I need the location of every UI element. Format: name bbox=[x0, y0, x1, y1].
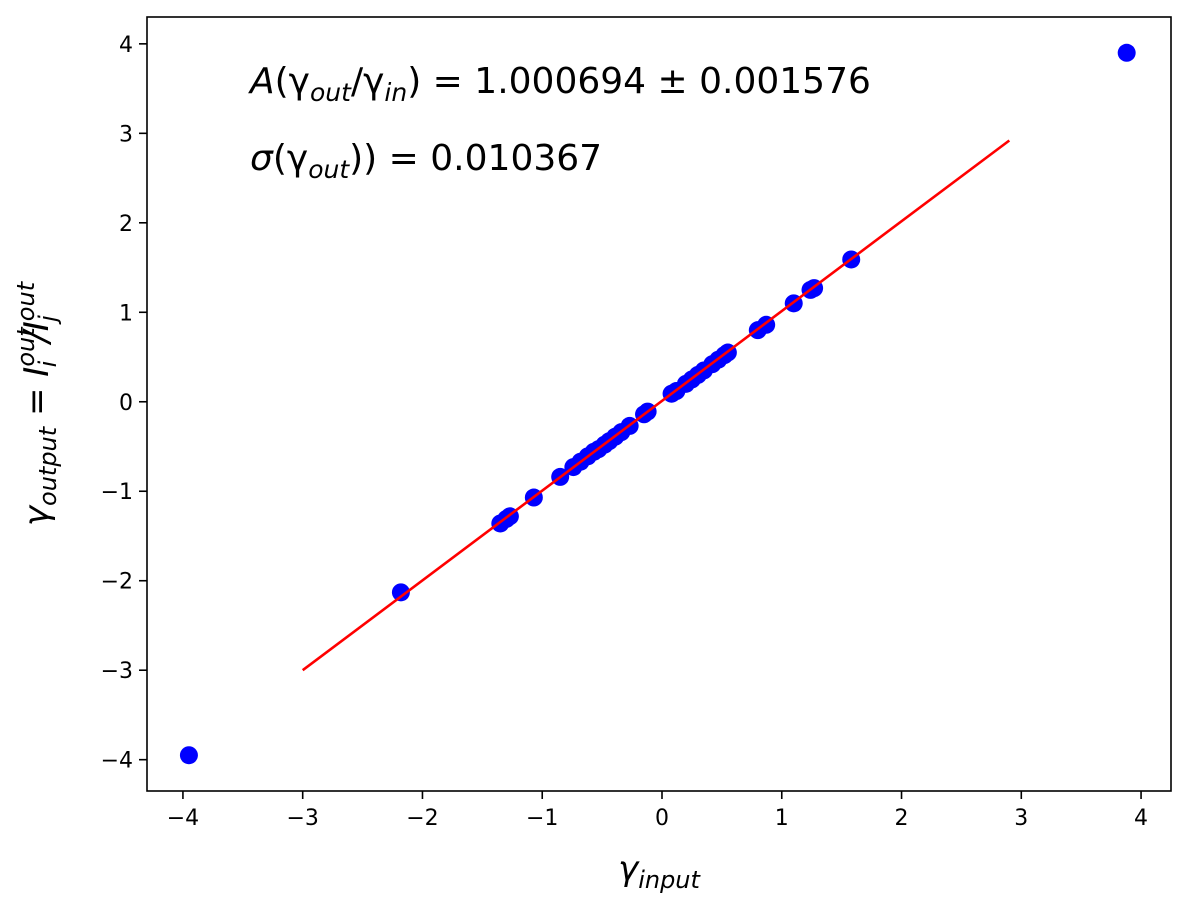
y-tick-label: 0 bbox=[119, 391, 133, 416]
y-tick-label: −1 bbox=[101, 480, 133, 505]
x-tick-label: 4 bbox=[1134, 806, 1148, 831]
y-tick-label: 3 bbox=[119, 122, 133, 147]
y-tick-label: −3 bbox=[101, 659, 133, 684]
fit-ratio-annotation: A(γout/γin) = 1.000694 ± 0.001576 bbox=[248, 61, 871, 107]
axis-ticks: −4 −3 −2 −1 0 1 2 3 4 −4 −3 −2 −1 0 1 2 3 4 bbox=[101, 33, 1148, 831]
x-tick-label: 2 bbox=[895, 806, 909, 831]
x-tick-label: −2 bbox=[406, 806, 438, 831]
fit-line bbox=[301, 139, 1011, 672]
data-point bbox=[179, 746, 198, 765]
y-tick-label: 1 bbox=[119, 301, 133, 326]
data-point bbox=[1117, 43, 1136, 62]
x-tick-label: 0 bbox=[655, 806, 669, 831]
x-tick-label: 1 bbox=[775, 806, 789, 831]
y-tick-label: 2 bbox=[119, 212, 133, 237]
plot-frame bbox=[146, 16, 1172, 792]
y-axis-label: γoutput = Iouti/Ioutj bbox=[12, 280, 62, 526]
x-tick-label: −1 bbox=[526, 806, 558, 831]
x-tick-label: −3 bbox=[286, 806, 318, 831]
y-tick-label: −4 bbox=[101, 749, 133, 774]
x-tick-label: −4 bbox=[167, 806, 199, 831]
data-marks bbox=[179, 43, 1136, 765]
y-tick-label: −2 bbox=[101, 570, 133, 595]
data-point bbox=[391, 583, 410, 602]
sigma-annotation: σ(γout)) = 0.010367 bbox=[250, 138, 602, 184]
y-tick-label: 4 bbox=[119, 33, 133, 58]
x-tick-label: 3 bbox=[1014, 806, 1028, 831]
x-axis-label: γinput bbox=[618, 849, 701, 894]
